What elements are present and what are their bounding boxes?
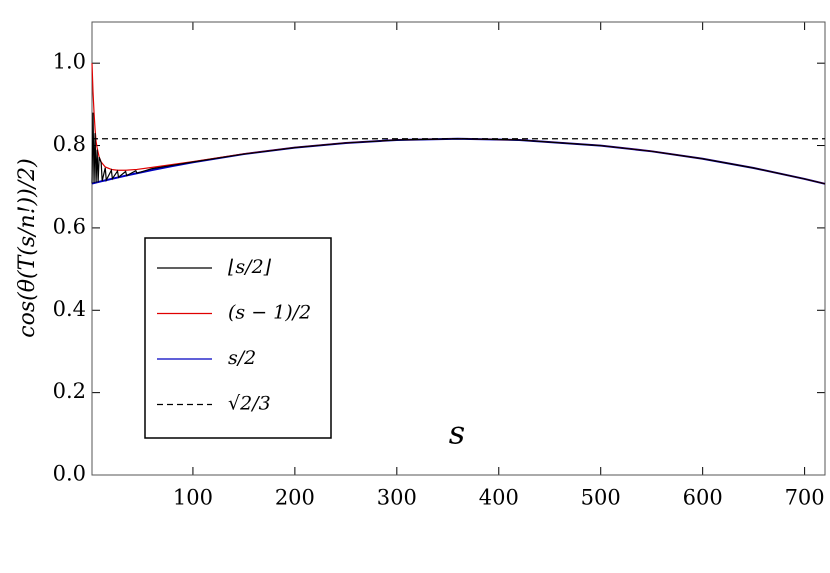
series-line (91, 63, 826, 185)
x-tick-label: 200 (275, 486, 315, 510)
x-tick-label: 300 (377, 486, 417, 510)
x-tick-label: 600 (683, 486, 723, 510)
plot-frame (91, 21, 826, 476)
legend-label: s/2 (228, 347, 256, 369)
legend-label: √2/3 (228, 393, 271, 415)
y-tick-label: 0.8 (53, 132, 86, 156)
x-tick-label: 100 (173, 486, 213, 510)
y-tick-label: 0.4 (53, 297, 86, 321)
x-tick-label: 700 (785, 486, 825, 510)
y-tick-label: 1.0 (53, 50, 86, 74)
series-line (91, 112, 826, 185)
x-axis-label: s (449, 414, 465, 452)
y-axis-label: cos(θ(T(s/n!))/2) (15, 158, 40, 337)
y-tick-label: 0.2 (53, 379, 86, 403)
legend-box (144, 237, 332, 439)
y-tick-label: 0.6 (53, 214, 86, 238)
legend-label: (s − 1)/2 (228, 302, 311, 324)
x-tick-label: 500 (581, 486, 621, 510)
x-tick-label: 400 (479, 486, 519, 510)
legend-label: ⌊s/2⌋ (228, 256, 272, 278)
y-tick-label: 0.0 (53, 462, 86, 486)
